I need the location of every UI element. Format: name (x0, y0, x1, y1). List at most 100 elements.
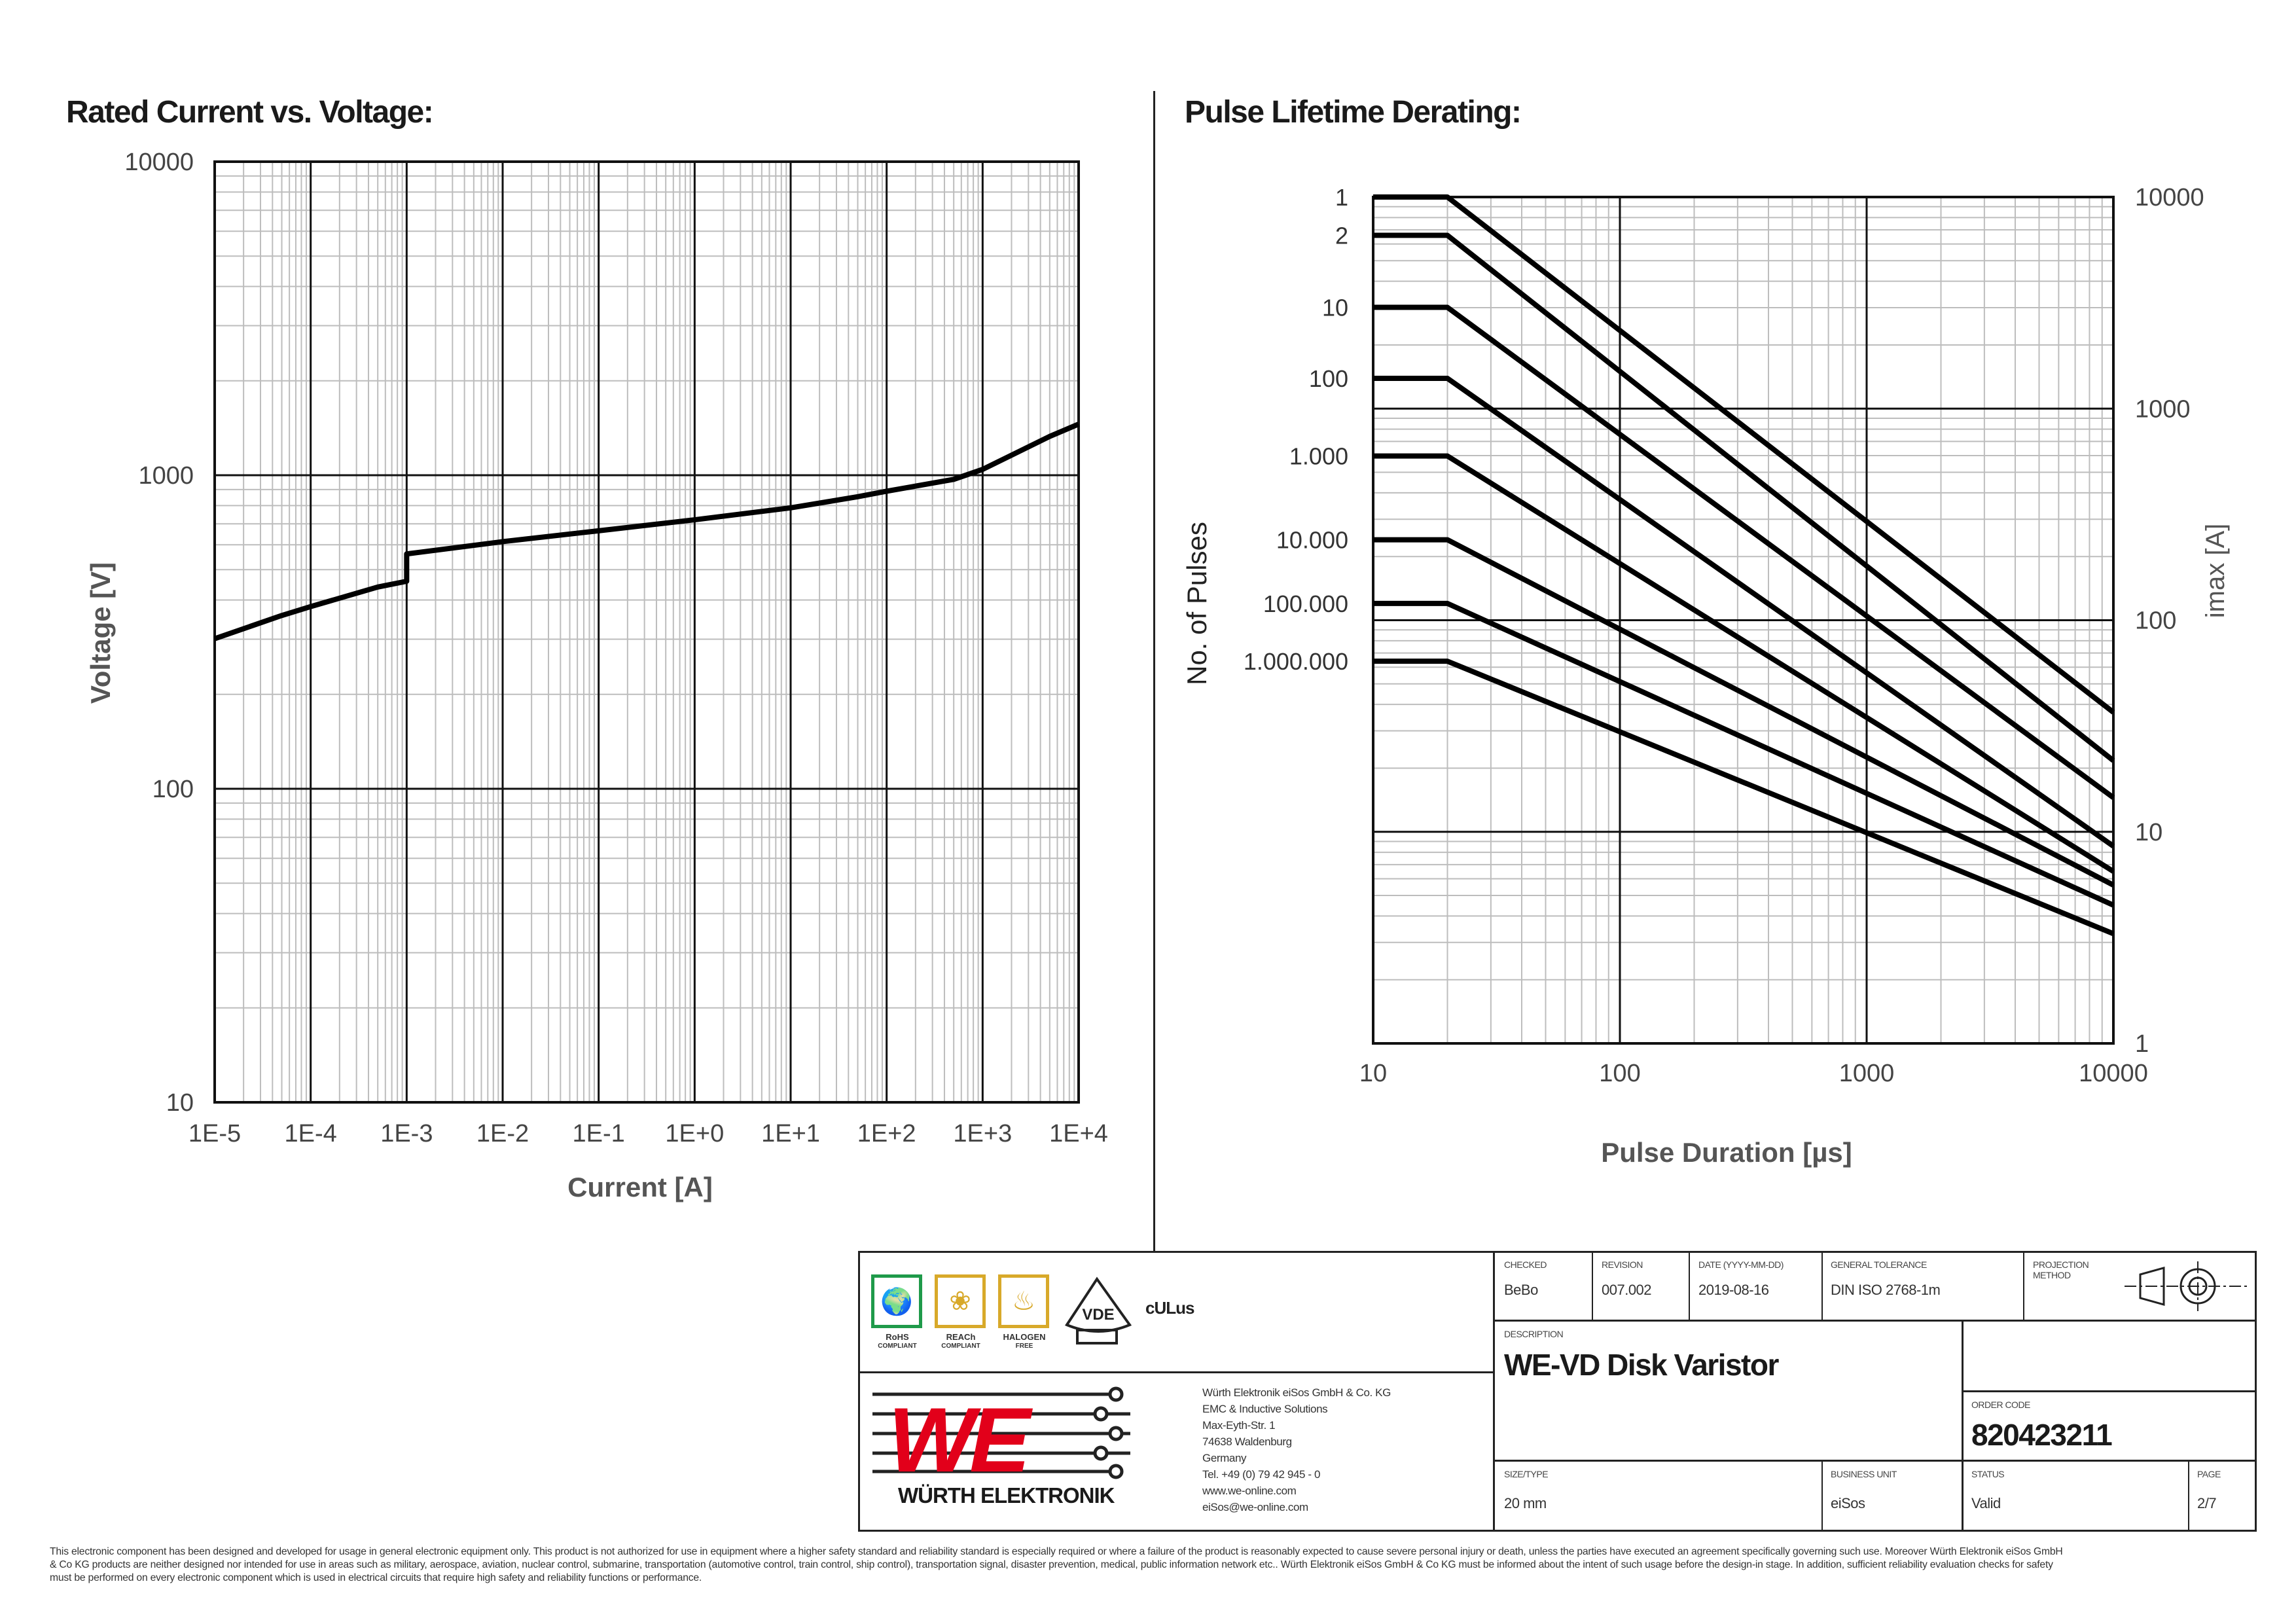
series-line-10.000 (1373, 537, 2115, 888)
series-line-100 (1373, 376, 2115, 849)
page-label: PAGE (2197, 1469, 2221, 1479)
pulse-count-label: 100 (1309, 365, 1348, 392)
plot-frame (1372, 196, 2115, 1045)
x-tick-label: 1E-4 (285, 1120, 337, 1147)
y2-tick-label: 10 (2135, 819, 2162, 846)
tolerance-value: DIN ISO 2768-1m (1831, 1282, 1941, 1298)
checked-label: CHECKED (1504, 1259, 1547, 1270)
x-tick-label: 1E+0 (665, 1120, 724, 1147)
rohs-label: RoHS COMPLIANT (868, 1333, 927, 1351)
x-tick-label: 1000 (1839, 1060, 1895, 1087)
order-code-value: 820423211 (1971, 1418, 2113, 1452)
x-tick-label: 1E+2 (857, 1120, 916, 1147)
divider (1493, 1460, 2257, 1462)
size-value: 20 mm (1504, 1495, 1547, 1511)
company-street: Max-Eyth-Str. 1 (1202, 1419, 1276, 1432)
reach-leaf-icon: ❀ (935, 1274, 986, 1328)
vde-mark-text: VDE (1082, 1306, 1114, 1324)
y-tick-label: 10000 (124, 149, 194, 176)
reach-label: REACh COMPLIANT (931, 1333, 990, 1351)
business-unit-value: eiSos (1831, 1495, 1865, 1511)
x-tick-label: 1E+4 (1049, 1120, 1108, 1147)
description-label: DESCRIPTION (1504, 1329, 1564, 1339)
date-label: DATE (YYYY-MM-DD) (1698, 1259, 1784, 1270)
series-line-100.000 (1373, 600, 2115, 908)
plot-frame (213, 160, 1080, 1104)
series-line-Voltage (213, 422, 1080, 641)
company-country: Germany (1202, 1452, 1247, 1464)
page-divider (1153, 91, 1155, 1251)
divider (1689, 1251, 1690, 1320)
disclaimer-line: This electronic component has been desig… (50, 1546, 2063, 1557)
vde-base (1076, 1329, 1118, 1344)
page-value: 2/7 (2197, 1495, 2217, 1511)
rohs-subtitle: COMPLIANT (878, 1343, 917, 1350)
divider (2188, 1460, 2189, 1531)
projection-method-icon (2125, 1261, 2249, 1311)
x-tick-label: 1E+3 (953, 1120, 1012, 1147)
description-value: WE-VD Disk Varistor (1504, 1348, 1779, 1382)
projection-label: METHOD (2033, 1270, 2071, 1280)
x-tick-label: 1E-2 (476, 1120, 529, 1147)
divider (1962, 1320, 1964, 1531)
x-tick-label: 10 (1359, 1060, 1387, 1087)
business-unit-label: BUSINESS UNIT (1831, 1469, 1897, 1479)
pulse-count-label: 1 (1335, 184, 1348, 211)
series-line-1.000 (1373, 453, 2115, 874)
pulse-count-label: 10.000 (1276, 527, 1348, 554)
y2-tick-label: 100 (2135, 607, 2176, 635)
halogen-label: HALOGEN FREE (995, 1333, 1054, 1351)
tolerance-label: GENERAL TOLERANCE (1831, 1259, 1927, 1270)
y-tick-label: 10 (166, 1089, 194, 1117)
x-axis-label: Current [A] (567, 1172, 713, 1202)
series-line-1.000.000 (1373, 659, 2115, 937)
y-axis-label: No. of Pulses (1181, 522, 1212, 685)
reach-title: REACh (946, 1332, 976, 1342)
divider (1493, 1320, 2257, 1322)
pulse-count-label: 1.000 (1289, 443, 1348, 470)
halogen-title: HALOGEN (1003, 1332, 1046, 1342)
company-email[interactable]: eiSos@we-online.com (1202, 1501, 1308, 1513)
y2-axis-label: imax [A] (2201, 524, 2230, 618)
revision-value: 007.002 (1602, 1282, 1652, 1298)
x-tick-label: 1E-5 (188, 1120, 241, 1147)
we-logo: WE (872, 1386, 1130, 1485)
y-tick-label: 1000 (138, 462, 194, 490)
x-tick-label: 1E+1 (761, 1120, 820, 1147)
status-value: Valid (1971, 1495, 2001, 1511)
halogen-subtitle: FREE (1015, 1343, 1033, 1350)
y2-tick-label: 10000 (2135, 184, 2204, 211)
y2-tick-label: 1 (2135, 1030, 2149, 1058)
company-city: 74638 Waldenburg (1202, 1435, 1292, 1448)
x-axis-label: Pulse Duration [µs] (1601, 1137, 1852, 1168)
divider (1821, 1460, 1823, 1531)
size-label: SIZE/TYPE (1504, 1469, 1549, 1479)
projection-label: PROJECTION (2033, 1259, 2089, 1270)
pulse-count-label: 10 (1322, 295, 1348, 321)
x-tick-label: 10000 (2079, 1060, 2148, 1087)
pulse-derating-chart-title: Pulse Lifetime Derating: (1185, 95, 1522, 130)
company-phone: Tel. +49 (0) 79 42 945 - 0 (1202, 1468, 1321, 1481)
divider (1592, 1251, 1593, 1320)
vde-mark-icon: VDE (1065, 1276, 1132, 1344)
vde-triangle (1065, 1276, 1132, 1333)
divider (1821, 1251, 1823, 1320)
pulse-count-label: 2 (1335, 223, 1348, 249)
divider (1962, 1390, 2257, 1392)
order-code-label: ORDER CODE (1971, 1399, 2030, 1410)
pulse-count-label: 1.000.000 (1244, 648, 1348, 675)
disclaimer-line: & Co KG products are neither designed no… (50, 1559, 2053, 1570)
disclaimer-line: must be performed on every electronic co… (50, 1572, 702, 1583)
y-tick-label: 100 (152, 776, 194, 803)
y2-tick-label: 1000 (2135, 395, 2191, 423)
series-line-10 (1373, 304, 2115, 800)
y-axis-label: Voltage [V] (85, 562, 116, 704)
rohs-title: RoHS (886, 1332, 909, 1342)
date-value: 2019-08-16 (1698, 1282, 1769, 1298)
reach-subtitle: COMPLIANT (941, 1343, 980, 1350)
divider (1493, 1251, 1495, 1532)
ul-mark-icon: cULus (1145, 1298, 1194, 1318)
company-name: Würth Elektronik eiSos GmbH & Co. KG (1202, 1386, 1391, 1399)
company-website[interactable]: www.we-online.com (1202, 1485, 1297, 1497)
divider (2023, 1251, 2024, 1320)
